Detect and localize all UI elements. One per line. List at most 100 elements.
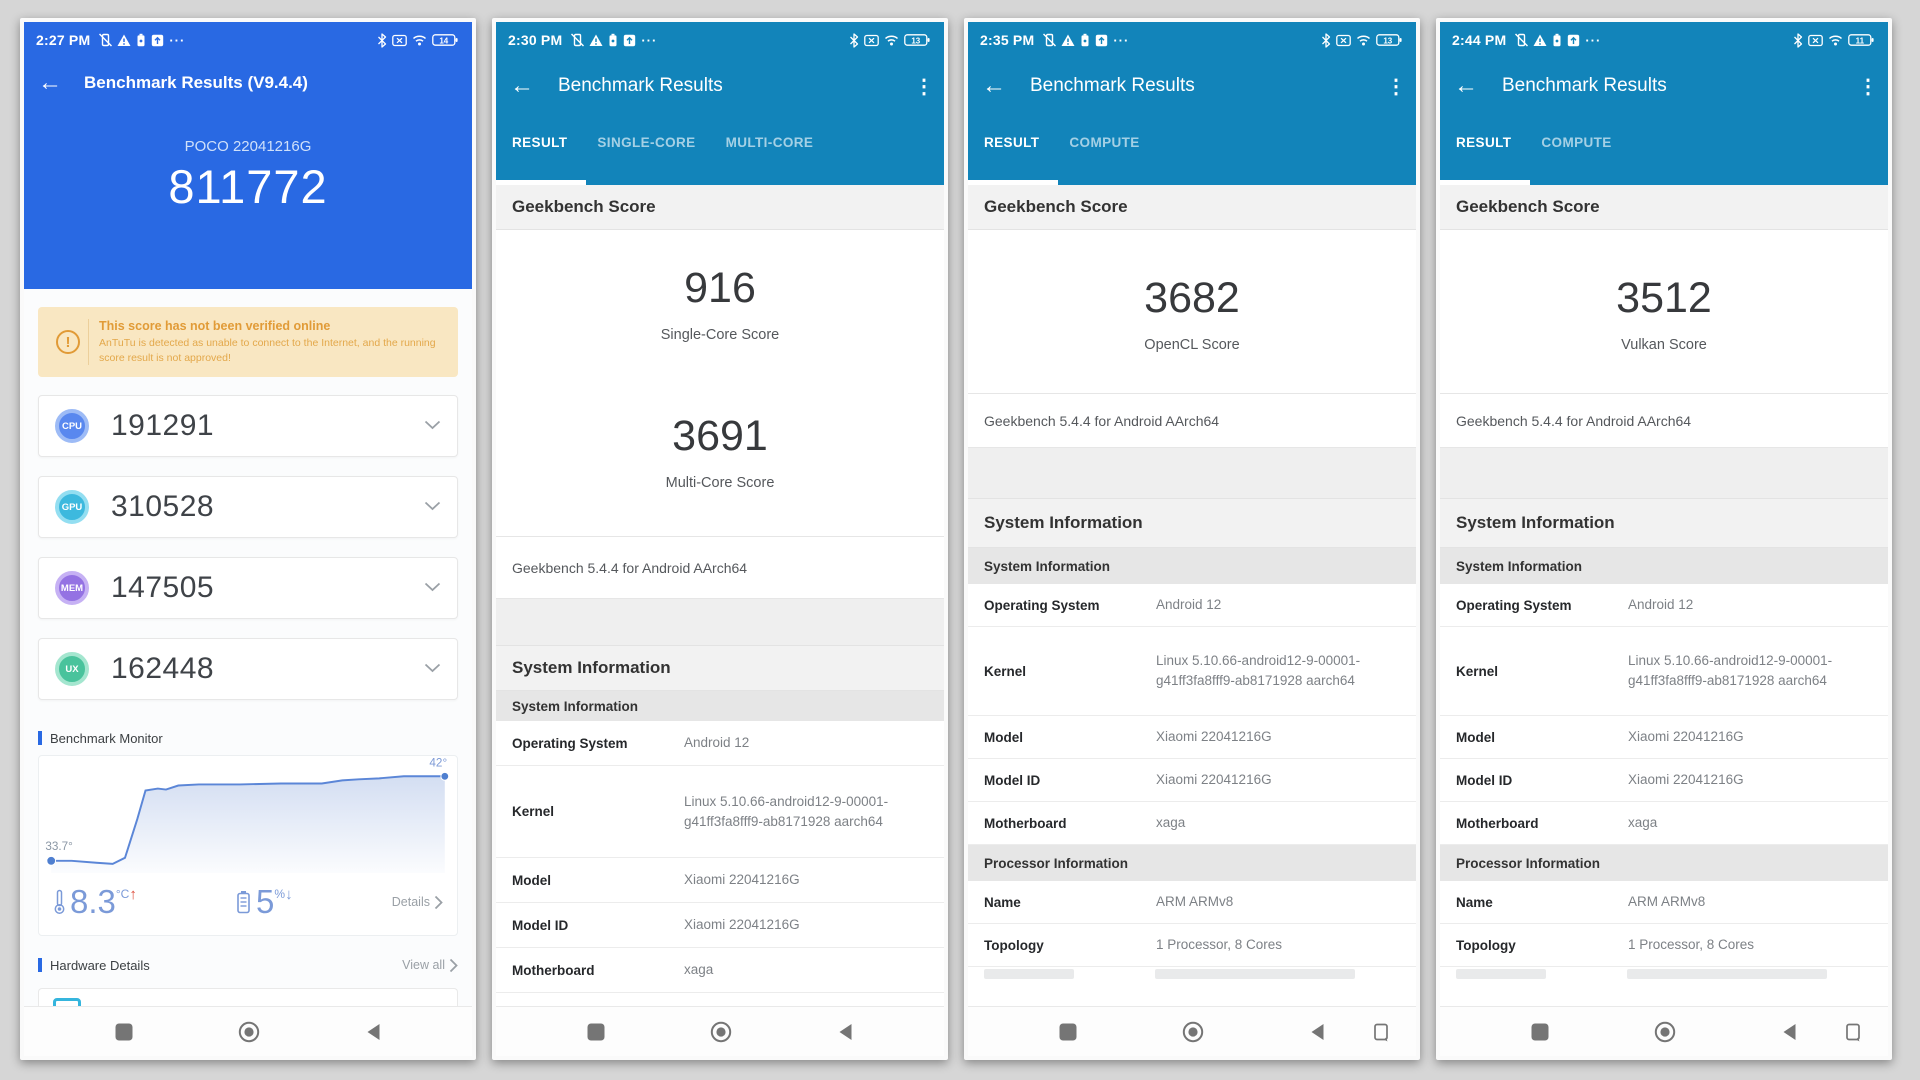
back-button[interactable]	[364, 1022, 382, 1042]
score-label: Vulkan Score	[1621, 337, 1707, 353]
warning-icon	[589, 34, 603, 47]
chart-area	[51, 776, 445, 873]
battery-icon: 13	[903, 33, 930, 47]
geekbench-score-header: Geekbench Score	[968, 185, 1416, 230]
table-row: Operating System Android 12	[496, 721, 944, 766]
row-label: Operating System	[984, 597, 1100, 613]
recents-button[interactable]	[114, 1022, 134, 1042]
row-label: Model	[512, 872, 551, 888]
android-nav-bar	[24, 1006, 472, 1056]
android-nav-bar	[1440, 1006, 1888, 1056]
section-title: Hardware Details	[50, 957, 150, 973]
status-bar: 2:30 PM ··· 13	[496, 22, 944, 58]
temperature-stat: 8.3 °C ↑	[53, 885, 137, 920]
back-arrow-icon[interactable]: ←	[1454, 72, 1478, 99]
chevron-right-icon	[449, 958, 458, 972]
install-icon	[1095, 34, 1108, 47]
rotate-screen-button[interactable]	[1372, 1022, 1390, 1042]
row-label: Topology	[984, 937, 1044, 953]
temperature-up-arrow: ↑	[129, 885, 137, 903]
page-title: Benchmark Results (V9.4.4)	[84, 73, 308, 92]
row-label: Name	[1456, 894, 1493, 910]
row-label: Kernel	[984, 663, 1027, 679]
sim-missing-icon	[863, 34, 879, 47]
row-label: Name	[984, 894, 1021, 910]
recents-button[interactable]	[586, 1022, 606, 1042]
chevron-down-icon	[424, 417, 441, 435]
battery-level-text: 11	[1855, 36, 1864, 45]
view-all-link[interactable]: View all	[402, 958, 458, 973]
system-information-header: System Information	[968, 498, 1416, 548]
home-button[interactable]	[1182, 1021, 1204, 1043]
home-button[interactable]	[1654, 1021, 1676, 1043]
device-card-icon	[53, 998, 81, 1006]
warning-icon	[117, 34, 131, 47]
row-value: Linux 5.10.66-android12-9-00001-g41ff3fa…	[1628, 653, 1833, 688]
app-bar: ← Benchmark Results ⋮	[496, 58, 944, 114]
back-arrow-icon[interactable]: ←	[38, 69, 62, 96]
tab-compute[interactable]: COMPUTE	[1541, 135, 1612, 150]
status-bar: 2:27 PM ··· 14	[24, 22, 472, 58]
section-accent-bar	[38, 731, 42, 745]
bluetooth-icon	[1321, 32, 1331, 48]
geekbench-version: Geekbench 5.4.4 for Android AArch64	[1440, 393, 1888, 448]
tab-result[interactable]: RESULT	[984, 135, 1040, 150]
kebab-menu-icon[interactable]: ⋮	[1386, 75, 1406, 98]
chevron-right-icon	[434, 895, 443, 909]
row-value: xaga	[1628, 815, 1658, 831]
subscore-row[interactable]: GPU 310528	[38, 476, 458, 538]
wifi-icon	[1828, 34, 1843, 46]
table-row: Motherboard xaga	[496, 948, 944, 993]
rotate-screen-button[interactable]	[1844, 1022, 1862, 1042]
home-button[interactable]	[238, 1021, 260, 1043]
tab-multi-core[interactable]: MULTI-CORE	[725, 135, 814, 150]
back-button[interactable]	[1308, 1022, 1326, 1042]
battery-icon: 11	[1847, 33, 1874, 47]
back-button[interactable]	[1780, 1022, 1798, 1042]
subscore-list: CPU 191291 GPU 310528 MEM 147505	[24, 395, 472, 719]
subscore-row[interactable]: CPU 191291	[38, 395, 458, 457]
clipped-table-row	[968, 967, 1416, 993]
back-arrow-icon[interactable]: ←	[510, 72, 534, 99]
details-label: Details	[391, 895, 430, 909]
vibrate-off-icon	[1042, 33, 1056, 47]
subscore-row[interactable]: MEM 147505	[38, 557, 458, 619]
geekbench-version: Geekbench 5.4.4 for Android AArch64	[496, 536, 944, 599]
chevron-down-icon	[424, 660, 441, 678]
benchmark-monitor-header: Benchmark Monitor	[38, 723, 458, 753]
system-information-subheader: System Information	[968, 548, 1416, 584]
install-icon	[1567, 34, 1580, 47]
sim-missing-icon	[1335, 34, 1351, 47]
battery-stat: 5 % ↓	[236, 885, 293, 919]
section-title: Benchmark Monitor	[50, 730, 163, 746]
subscore-row[interactable]: UX 162448	[38, 638, 458, 700]
warning-icon	[1061, 34, 1075, 47]
android-nav-bar	[496, 1006, 944, 1056]
table-row: Model ID Xiaomi 22041216G	[1440, 759, 1888, 802]
more-notifications-icon: ···	[1585, 32, 1602, 48]
status-bar: 2:44 PM ··· 11	[1440, 22, 1888, 58]
details-link[interactable]: Details	[392, 895, 443, 910]
recents-button[interactable]	[1058, 1022, 1078, 1042]
install-icon	[151, 34, 164, 47]
tab-result[interactable]: RESULT	[512, 135, 568, 150]
row-value: Linux 5.10.66-android12-9-00001-g41ff3fa…	[684, 793, 889, 829]
kebab-menu-icon[interactable]: ⋮	[914, 75, 934, 98]
back-arrow-icon[interactable]: ←	[982, 72, 1006, 99]
recents-button[interactable]	[1530, 1022, 1550, 1042]
back-button[interactable]	[836, 1022, 854, 1042]
kebab-menu-icon[interactable]: ⋮	[1858, 75, 1878, 98]
thermometer-icon	[53, 889, 66, 920]
tab-single-core[interactable]: SINGLE-CORE	[597, 135, 696, 150]
tab-result[interactable]: RESULT	[1456, 135, 1512, 150]
benchmark-monitor-card: 33.7° 42° 8.3 °C ↑ 5 % ↓	[38, 755, 458, 936]
sim-missing-icon	[1807, 34, 1823, 47]
table-row: Kernel Linux 5.10.66-android12-9-00001-g…	[496, 766, 944, 858]
multi-core-score-block: 3691 Multi-Core Score	[496, 366, 944, 522]
tab-compute[interactable]: COMPUTE	[1069, 135, 1140, 150]
table-row: Kernel Linux 5.10.66-android12-9-00001-g…	[1440, 627, 1888, 716]
sim-missing-icon	[391, 34, 407, 47]
processor-information-table: Name ARM ARMv8 Topology 1 Processor, 8 C…	[968, 881, 1416, 967]
vibrate-off-icon	[570, 33, 584, 47]
home-button[interactable]	[710, 1021, 732, 1043]
